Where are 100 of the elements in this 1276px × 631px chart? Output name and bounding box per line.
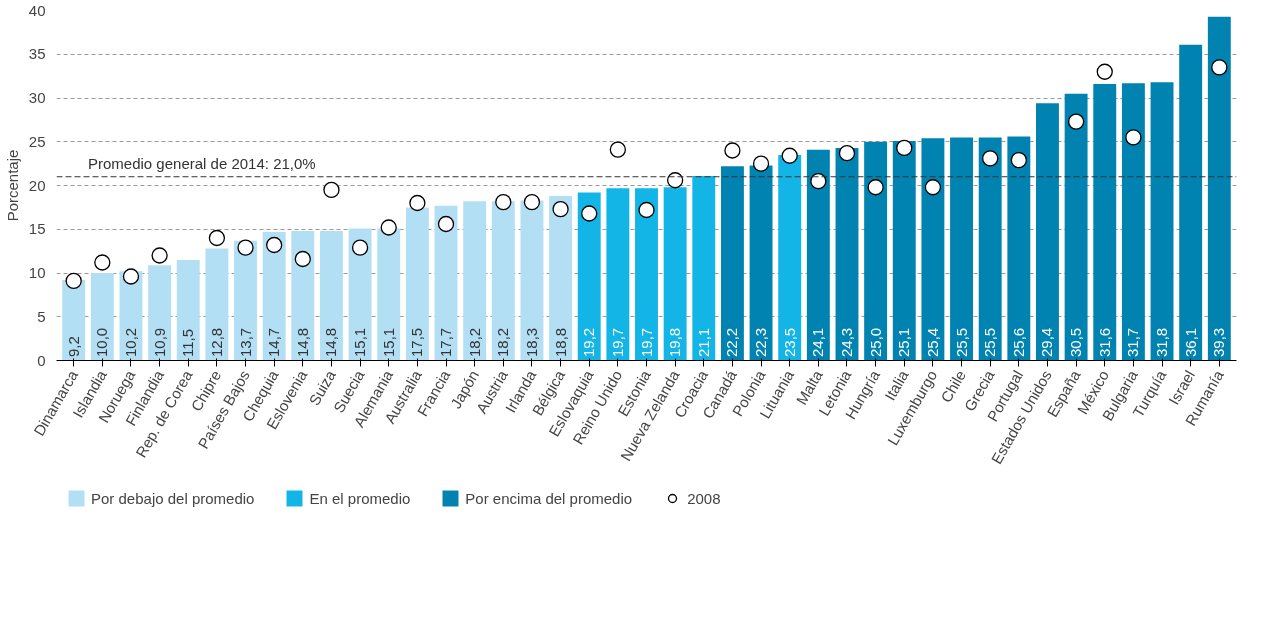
- data-label: 10,2: [121, 327, 139, 357]
- bar: [176, 259, 200, 361]
- data-label: 31,8: [1153, 327, 1171, 357]
- data-label: 11,5: [179, 328, 197, 357]
- ref-line-label: Promedio general de 2014: 21,0%: [88, 155, 316, 173]
- y-tick-label: 0: [37, 351, 46, 369]
- bar: [635, 188, 658, 361]
- bar: [663, 187, 687, 361]
- point: [523, 193, 541, 211]
- bar: [1121, 83, 1145, 361]
- legend-label: Por debajo del promedio: [91, 489, 255, 507]
- data-label: 25,0: [866, 327, 884, 357]
- data-label: 25,5: [952, 327, 970, 357]
- bar: [1150, 82, 1174, 361]
- point: [1067, 113, 1085, 130]
- data-label: 9,2: [64, 336, 82, 357]
- point: [437, 215, 455, 233]
- data-label: 19,2: [580, 327, 598, 357]
- bar: [1036, 103, 1059, 361]
- bar: [749, 165, 773, 361]
- y-tick-label: 20: [28, 176, 46, 194]
- bar: [606, 188, 630, 361]
- data-label: 19,7: [608, 327, 626, 357]
- bar: [549, 196, 573, 361]
- point: [896, 139, 913, 157]
- legend-label: Por encima del promedio: [465, 489, 633, 507]
- legend-label: 2008: [687, 489, 721, 507]
- bar: [262, 231, 286, 361]
- point: [552, 200, 569, 218]
- bar: [1207, 16, 1231, 361]
- data-label: 24,3: [837, 327, 855, 357]
- y-tick-label: 10: [28, 264, 46, 281]
- data-label: 17,5: [408, 327, 426, 357]
- point: [294, 250, 311, 268]
- point: [781, 147, 798, 164]
- data-label: 14,8: [322, 327, 340, 357]
- point: [495, 193, 512, 211]
- y-tick-label: 15: [28, 220, 46, 238]
- data-label: 22,3: [752, 327, 770, 357]
- y-axis-title: Porcentaje: [3, 149, 21, 222]
- data-label: 18,2: [494, 327, 512, 357]
- y-tick-label: 5: [37, 307, 46, 325]
- data-label: 25,5: [981, 327, 999, 357]
- data-label: 18,8: [551, 327, 569, 357]
- data-label: 22,2: [723, 327, 741, 357]
- point: [1125, 129, 1142, 146]
- data-label: 13,7: [236, 327, 254, 357]
- bar: [1179, 44, 1203, 361]
- bar: [806, 149, 830, 361]
- point: [1010, 151, 1027, 169]
- data-label: 39,3: [1210, 327, 1228, 357]
- bar: [434, 205, 458, 361]
- bar: [692, 175, 716, 361]
- data-label: 36,1: [1181, 327, 1199, 357]
- point: [752, 155, 770, 172]
- bar: [720, 166, 744, 361]
- point: [380, 219, 397, 236]
- data-label: 18,2: [465, 327, 483, 357]
- bar: [320, 231, 343, 361]
- data-label: 23,5: [780, 327, 798, 357]
- point: [351, 239, 369, 256]
- bar: [348, 228, 372, 361]
- data-label: 31,7: [1124, 327, 1142, 357]
- data-label: 31,6: [1095, 327, 1113, 357]
- y-tick-label: 35: [28, 45, 46, 63]
- bar: [520, 200, 544, 361]
- data-label: 17,7: [437, 327, 455, 357]
- data-label: 21,1: [694, 327, 712, 357]
- data-label: 15,1: [379, 327, 397, 357]
- data-label: 19,7: [637, 327, 655, 357]
- point: [1211, 59, 1228, 76]
- data-label: 10,0: [93, 327, 111, 357]
- bar: [205, 248, 229, 361]
- bar: [491, 201, 515, 361]
- point: [237, 239, 254, 256]
- bar: [978, 137, 1002, 361]
- point: [982, 150, 999, 167]
- bar: [1007, 136, 1031, 361]
- point: [924, 179, 942, 196]
- bar: [921, 138, 945, 361]
- point: [122, 268, 140, 285]
- data-label: 29,4: [1038, 327, 1056, 357]
- data-label: 30,5: [1067, 327, 1085, 357]
- bar: [950, 137, 973, 361]
- bar: [778, 154, 802, 361]
- data-label: 18,3: [522, 327, 540, 357]
- bar: [892, 140, 916, 361]
- point: [867, 179, 884, 196]
- y-tick-label: 40: [28, 1, 46, 19]
- y-tick-label: 30: [28, 89, 46, 106]
- data-label: 12,8: [207, 327, 225, 357]
- data-label: 14,8: [293, 327, 311, 357]
- point: [810, 172, 827, 190]
- data-label: 24,1: [809, 327, 827, 357]
- data-label: 25,1: [895, 327, 913, 357]
- bar: [148, 265, 172, 361]
- data-label: 25,6: [1009, 327, 1027, 357]
- data-label: 19,8: [666, 327, 684, 357]
- bar: [864, 141, 888, 361]
- data-label: 25,4: [923, 327, 941, 357]
